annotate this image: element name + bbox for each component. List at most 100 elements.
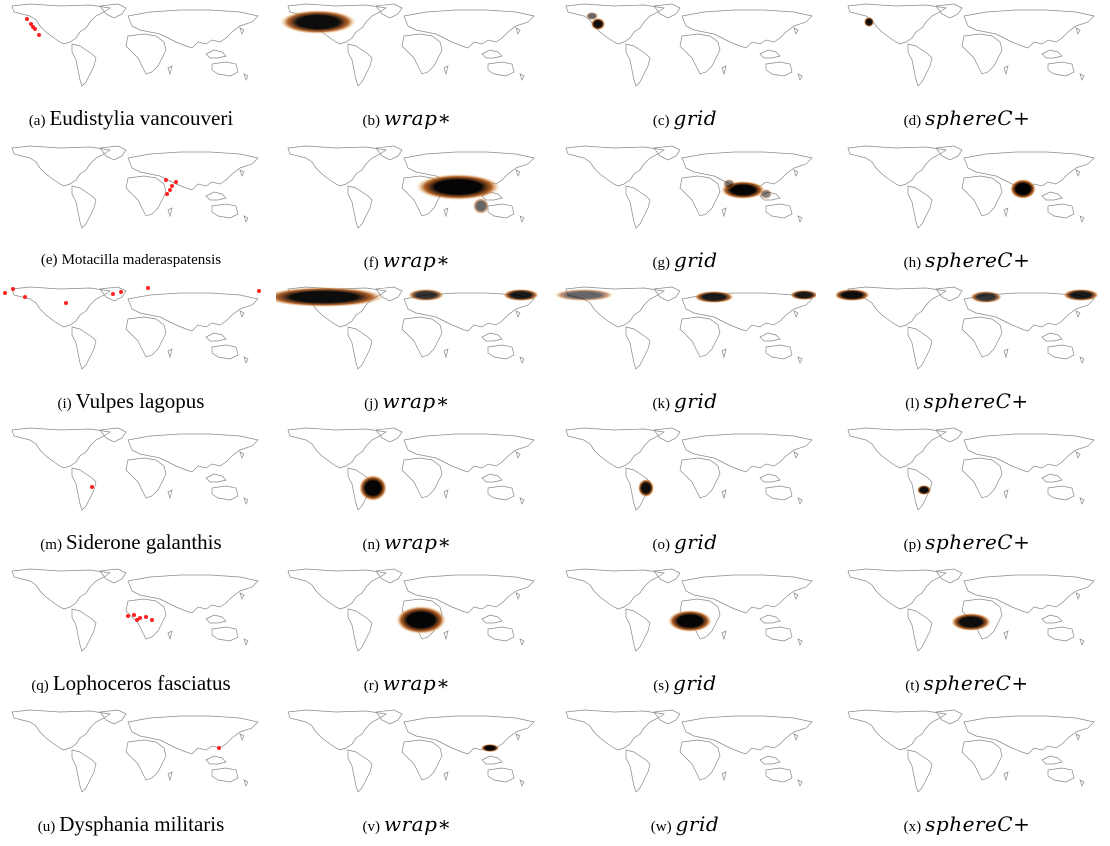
world-map (287, 427, 535, 511)
coastline-1 (99, 427, 127, 443)
coastline-3 (127, 574, 259, 614)
coastline-1 (99, 286, 127, 302)
prediction-panel: (k) grid (554, 283, 816, 423)
coastline-5 (759, 49, 781, 59)
coastline-0 (565, 709, 665, 751)
coastline-1 (653, 3, 681, 19)
observation-point (11, 287, 15, 291)
species-name: Motacilla maderaspatensis (61, 252, 222, 268)
coastline-6 (211, 626, 239, 642)
coastline-6 (487, 767, 515, 783)
world-map (3, 286, 261, 370)
observation-point (168, 188, 172, 192)
panel-label: (u) (37, 819, 56, 835)
prediction-panel: (j) wrap∗ (276, 283, 538, 423)
coastline-4 (401, 739, 443, 781)
coastline-3 (681, 433, 813, 473)
method-name: wrap∗ (384, 530, 452, 554)
method-name: sphereC+ (923, 671, 1029, 695)
coastline-9 (167, 630, 173, 641)
coastline-5 (759, 473, 781, 483)
coastline-4 (961, 316, 1003, 358)
coastline-7 (1079, 638, 1085, 646)
coastline-8 (239, 27, 245, 35)
coastline-9 (443, 207, 449, 218)
coastline-6 (211, 344, 239, 360)
coastline-8 (793, 169, 799, 177)
panel-caption: (e) Motacilla maderaspatensis (0, 246, 262, 274)
coastline-9 (1003, 489, 1009, 500)
coastline-8 (515, 310, 521, 318)
coastline-2 (907, 749, 933, 793)
coastline-2 (347, 43, 373, 87)
coastline-2 (71, 185, 97, 229)
coastline-1 (375, 709, 403, 725)
coastline-7 (797, 497, 803, 505)
panel-label: (d) (903, 113, 922, 129)
observation-panel: (q) Lophoceros fasciatus (0, 565, 262, 705)
panel-caption: (c) grid (554, 104, 816, 135)
panel-label: (m) (40, 537, 62, 553)
coastline-0 (847, 709, 947, 751)
method-name: grid (673, 248, 718, 272)
coastline-0 (11, 286, 111, 328)
coastline-7 (519, 215, 525, 223)
coastline-3 (403, 715, 535, 755)
observation-point (144, 615, 148, 619)
panel-label: (v) (362, 819, 381, 835)
coastline-2 (625, 185, 651, 229)
prediction-panel: (g) grid (554, 142, 816, 282)
method-name: grid (673, 106, 718, 130)
coastline-2 (71, 326, 97, 370)
coastline-1 (935, 427, 963, 443)
panel-caption: (x) sphereC+ (836, 810, 1098, 841)
coastline-3 (403, 433, 535, 473)
coastline-8 (793, 592, 799, 600)
panel-caption: (d) sphereC+ (836, 104, 1098, 135)
coastline-1 (653, 286, 681, 302)
coastline-0 (565, 3, 665, 45)
coastline-0 (11, 709, 111, 751)
coastline-7 (797, 215, 803, 223)
coastline-5 (1041, 191, 1063, 201)
coastline-9 (1003, 207, 1009, 218)
coastline-2 (347, 749, 373, 793)
coastline-8 (515, 733, 521, 741)
observation-panel: (e) Motacilla maderaspatensis (0, 142, 262, 282)
panel-label: (c) (652, 113, 670, 129)
panel-label: (f) (363, 255, 379, 271)
coastline-0 (11, 568, 111, 610)
coastline-7 (1079, 779, 1085, 787)
prediction-panel: (b) wrap∗ (276, 0, 538, 140)
world-map (280, 3, 535, 87)
coastline-3 (681, 9, 813, 49)
coastline-6 (1047, 626, 1075, 642)
coastline-3 (681, 574, 813, 614)
coastline-2 (625, 608, 651, 652)
observation-point (111, 292, 115, 296)
panel-label: (k) (652, 396, 670, 412)
coastline-6 (211, 61, 239, 77)
observation-point (138, 616, 142, 620)
observation-point (150, 618, 154, 622)
panel-label: (w) (650, 819, 672, 835)
panel-label: (e) (40, 252, 58, 268)
prediction-heat-region (408, 289, 444, 301)
prediction-heat-region (760, 189, 772, 199)
prediction-panel: (h) sphereC+ (836, 142, 1098, 282)
coastline-6 (1047, 485, 1075, 501)
coastline-3 (127, 433, 259, 473)
coastline-5 (205, 473, 227, 483)
prediction-panel: (w) grid (554, 706, 816, 846)
coastline-0 (847, 568, 947, 610)
coastline-4 (961, 175, 1003, 217)
coastline-8 (1075, 169, 1081, 177)
coastline-7 (797, 638, 803, 646)
coastline-6 (211, 203, 239, 219)
world-map (847, 568, 1095, 652)
coastline-8 (1075, 27, 1081, 35)
coastline-0 (11, 427, 111, 469)
observation-point (37, 33, 41, 37)
world-map (276, 286, 538, 370)
coastline-3 (127, 292, 259, 332)
